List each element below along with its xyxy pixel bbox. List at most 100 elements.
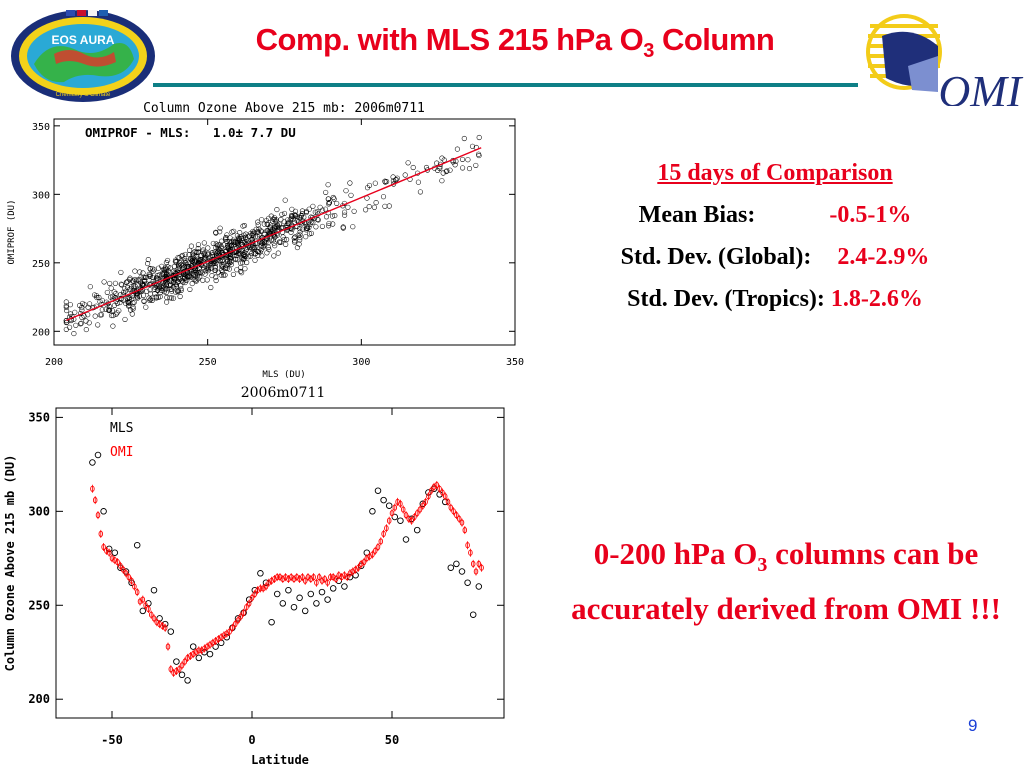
omi-point bbox=[328, 573, 333, 582]
omi-point bbox=[258, 584, 263, 593]
scatter-point bbox=[173, 289, 179, 295]
omi-point bbox=[417, 505, 423, 514]
scatter-point bbox=[71, 331, 77, 337]
scatter-point bbox=[221, 242, 227, 248]
scatter-point bbox=[94, 295, 100, 301]
scatter-point bbox=[317, 204, 323, 210]
mls-point bbox=[100, 508, 107, 515]
omi-point bbox=[456, 514, 462, 523]
scatter-point bbox=[137, 269, 143, 275]
scatter-point bbox=[272, 234, 278, 240]
scatter-point bbox=[443, 168, 449, 175]
scatter-point bbox=[343, 188, 349, 194]
scatter-point bbox=[231, 228, 237, 234]
profile-x-tick-label: -50 bbox=[101, 733, 123, 747]
scatter-point bbox=[157, 290, 163, 296]
omi-point bbox=[428, 486, 434, 495]
scatter-point bbox=[213, 241, 219, 247]
scatter-chart: Column Ozone Above 215 mb: 2006m0711 OMI… bbox=[7, 101, 524, 380]
scatter-point bbox=[233, 257, 239, 263]
scatter-point bbox=[435, 167, 441, 173]
omi-point bbox=[227, 627, 232, 636]
scatter-point bbox=[270, 237, 277, 243]
omi-point bbox=[426, 492, 431, 501]
scatter-point bbox=[259, 217, 265, 223]
omi-point bbox=[146, 605, 151, 613]
scatter-point bbox=[217, 229, 223, 235]
omi-point bbox=[143, 601, 148, 610]
scatter-point bbox=[181, 256, 187, 262]
omi-point bbox=[151, 614, 157, 623]
scatter-point bbox=[213, 274, 219, 280]
scatter-point bbox=[123, 288, 129, 294]
scatter-point bbox=[136, 293, 142, 299]
scatter-point bbox=[334, 200, 340, 206]
scatter-x-label: MLS (DU) bbox=[262, 370, 305, 378]
omi-point bbox=[246, 599, 252, 608]
scatter-point bbox=[203, 255, 209, 261]
mls-point bbox=[475, 583, 483, 590]
scatter-point bbox=[330, 194, 336, 201]
omi-point bbox=[106, 548, 112, 557]
scatter-point bbox=[248, 253, 254, 259]
scatter-point bbox=[145, 261, 151, 267]
scatter-point bbox=[101, 279, 107, 285]
mls-point bbox=[324, 596, 331, 603]
scatter-point bbox=[290, 216, 296, 222]
legend-omi: OMI bbox=[110, 445, 133, 460]
scatter-point bbox=[132, 276, 138, 283]
mls-point bbox=[268, 618, 275, 626]
scatter-point bbox=[220, 257, 226, 263]
mls-point bbox=[195, 654, 203, 662]
scatter-point bbox=[215, 248, 221, 255]
scatter-point bbox=[465, 157, 471, 163]
scatter-point bbox=[166, 282, 172, 288]
page-number: 9 bbox=[968, 716, 978, 735]
scatter-point bbox=[382, 179, 388, 185]
profile-x-tick-label: 0 bbox=[248, 733, 255, 747]
scatter-point bbox=[323, 214, 330, 220]
scatter-point bbox=[238, 264, 244, 270]
scatter-point bbox=[288, 212, 295, 219]
omi-point bbox=[90, 484, 95, 493]
scatter-point bbox=[147, 297, 153, 303]
omi-point bbox=[274, 573, 280, 582]
omi-point bbox=[344, 573, 350, 582]
sun-icon bbox=[866, 14, 942, 92]
scatter-axes: 200 250 300 350 200 250 300 350 bbox=[32, 119, 524, 368]
scatter-point bbox=[340, 224, 346, 230]
scatter-point bbox=[194, 268, 200, 274]
scatter-point bbox=[192, 249, 198, 255]
scatter-point bbox=[162, 285, 168, 291]
omi-point bbox=[196, 646, 202, 655]
mls-point bbox=[397, 517, 404, 524]
scatter-point bbox=[249, 250, 255, 257]
scatter-point bbox=[181, 258, 187, 264]
omi-point bbox=[179, 661, 185, 670]
scatter-point bbox=[79, 307, 85, 313]
scatter-point bbox=[255, 222, 261, 228]
scatter-point bbox=[292, 234, 298, 240]
mls-point bbox=[273, 590, 281, 598]
scatter-point bbox=[241, 252, 247, 258]
omi-point bbox=[381, 529, 386, 538]
scatter-point bbox=[127, 286, 133, 292]
scatter-point bbox=[193, 254, 199, 260]
scatter-point bbox=[469, 143, 476, 149]
scatter-point bbox=[255, 234, 261, 240]
scatter-point bbox=[235, 257, 241, 263]
scatter-point bbox=[303, 227, 309, 233]
scatter-point bbox=[277, 239, 283, 245]
scatter-point bbox=[117, 300, 123, 306]
scatter-point bbox=[204, 266, 210, 272]
scatter-point bbox=[228, 256, 234, 262]
scatter-point bbox=[390, 174, 396, 180]
scatter-point bbox=[200, 248, 206, 254]
scatter-point bbox=[296, 241, 302, 247]
scatter-point bbox=[122, 286, 128, 292]
scatter-point bbox=[218, 245, 224, 251]
profile-plot-frame bbox=[55, 407, 505, 719]
omi-point bbox=[252, 590, 258, 598]
scatter-point bbox=[140, 270, 146, 276]
mls-point bbox=[458, 568, 466, 575]
